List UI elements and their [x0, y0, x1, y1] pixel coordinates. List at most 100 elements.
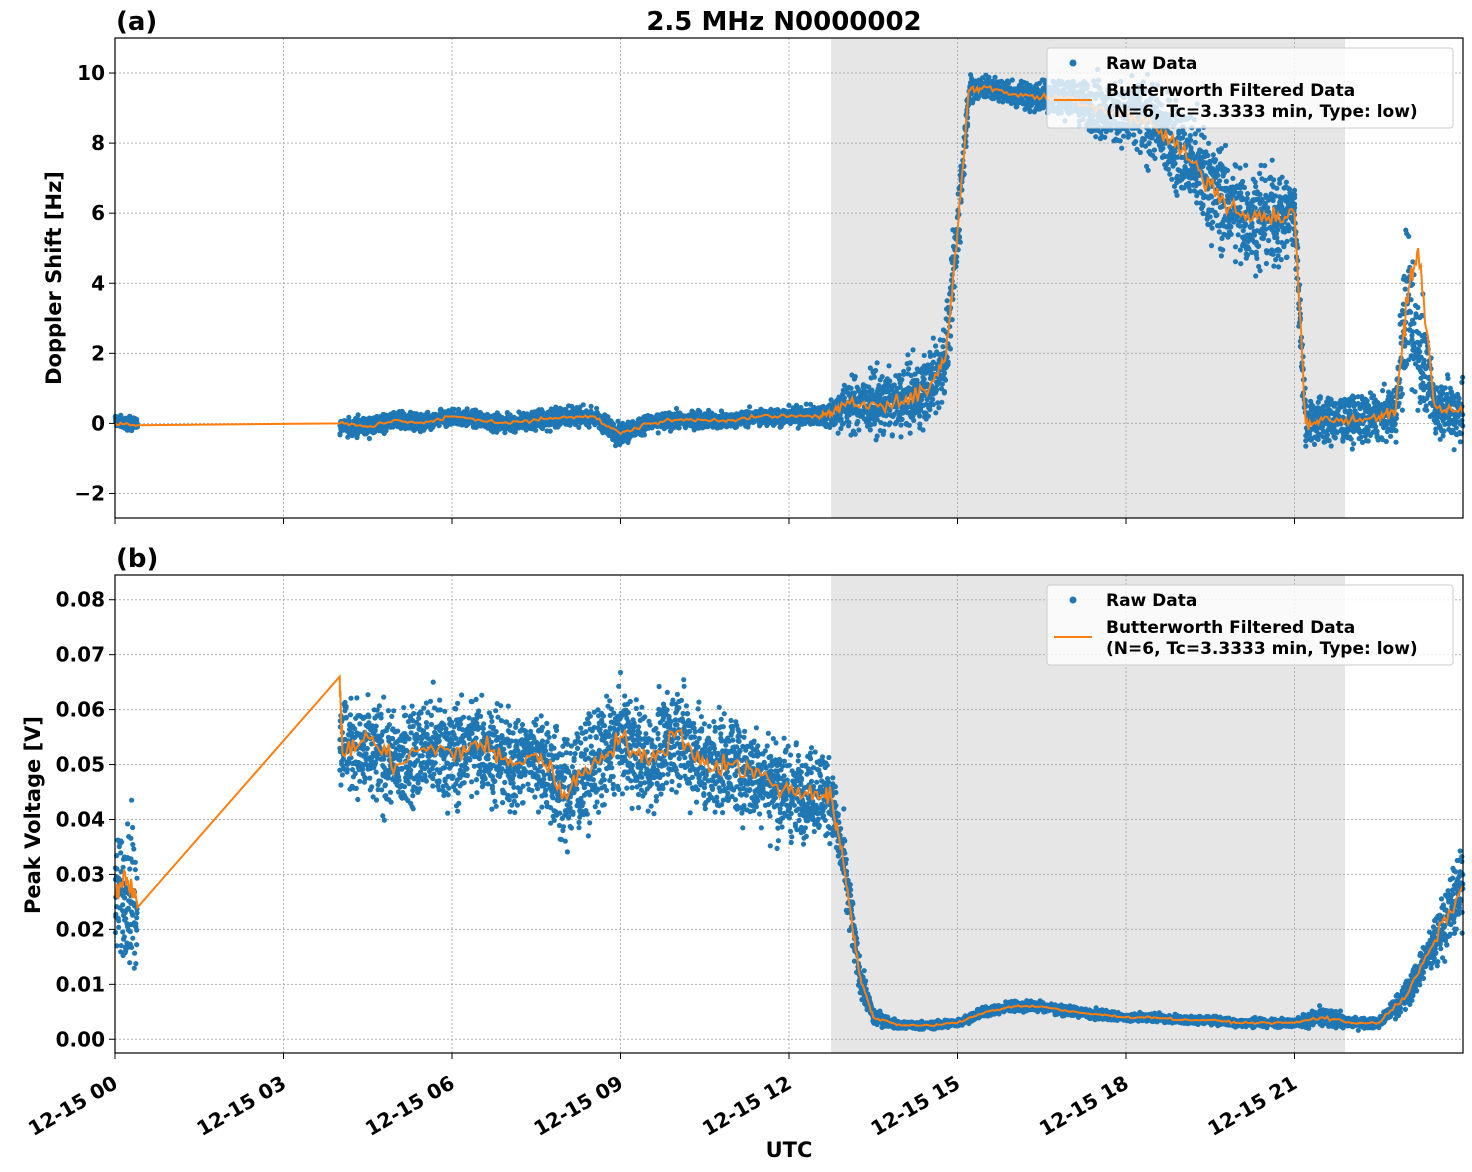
- raw-data-point: [641, 432, 648, 438]
- raw-data-point: [1119, 145, 1125, 151]
- raw-data-point: [1232, 244, 1239, 250]
- raw-data-point: [910, 347, 916, 353]
- raw-data-point: [1237, 204, 1243, 210]
- raw-data-point: [939, 399, 945, 405]
- raw-data-point: [1230, 175, 1236, 181]
- raw-data-point: [898, 422, 904, 428]
- raw-data-point: [1187, 133, 1193, 139]
- raw-data-point: [1210, 152, 1216, 158]
- raw-data-point: [1235, 232, 1241, 238]
- raw-data-point: [841, 395, 848, 401]
- raw-data-point: [1208, 243, 1215, 249]
- raw-data-point: [1222, 142, 1229, 149]
- raw-data-point: [1278, 257, 1284, 263]
- raw-data-point: [906, 422, 912, 428]
- raw-data-point: [1259, 196, 1265, 202]
- raw-data-point: [851, 390, 858, 396]
- raw-data-point: [1133, 139, 1139, 145]
- raw-data-point: [118, 412, 124, 418]
- raw-data-point: [930, 396, 936, 402]
- raw-data-point: [911, 417, 917, 423]
- raw-data-point: [1274, 185, 1280, 191]
- raw-data-point: [871, 421, 878, 427]
- raw-data-point: [1232, 259, 1239, 265]
- raw-data-point: [1214, 212, 1220, 218]
- raw-data-point: [936, 405, 942, 411]
- raw-data-point: [1188, 145, 1194, 151]
- raw-data-point: [1210, 219, 1216, 225]
- raw-data-point: [1244, 195, 1250, 202]
- raw-data-point: [1220, 247, 1226, 253]
- raw-data-point: [1276, 264, 1282, 270]
- raw-data-point: [588, 403, 594, 409]
- raw-data-point: [1174, 192, 1180, 198]
- raw-data-point: [945, 359, 951, 365]
- raw-data-point: [879, 374, 885, 380]
- raw-data-point: [1241, 184, 1247, 191]
- raw-data-point: [1284, 238, 1290, 244]
- raw-data-point: [1284, 254, 1290, 260]
- raw-data-point: [1093, 134, 1099, 140]
- raw-data-point: [899, 377, 905, 383]
- raw-data-point: [1165, 166, 1171, 172]
- raw-data-point: [337, 432, 343, 438]
- raw-data-point: [874, 360, 880, 366]
- raw-data-point: [835, 430, 841, 436]
- raw-data-point: [1257, 268, 1263, 274]
- raw-data-point: [1266, 237, 1272, 244]
- raw-data-point: [907, 360, 913, 366]
- raw-data-point: [1238, 190, 1244, 196]
- raw-data-point: [921, 376, 927, 382]
- raw-data-point: [1209, 225, 1215, 231]
- raw-data-point: [1252, 205, 1258, 211]
- raw-data-point: [905, 352, 911, 358]
- raw-data-point: [856, 427, 862, 433]
- raw-data-point: [886, 363, 892, 369]
- raw-data-point: [925, 413, 932, 419]
- raw-data-point: [1277, 248, 1283, 254]
- raw-data-point: [1215, 172, 1221, 178]
- raw-data-point: [1224, 167, 1231, 173]
- raw-data-point: [1151, 147, 1157, 153]
- raw-data-point: [1228, 224, 1234, 230]
- raw-data-point: [655, 430, 661, 436]
- raw-data-point: [1252, 179, 1258, 185]
- raw-data-point: [1262, 231, 1268, 237]
- raw-data-point: [934, 387, 940, 393]
- raw-data-point: [1240, 178, 1246, 185]
- raw-data-point: [1152, 155, 1158, 161]
- raw-data-point: [1257, 191, 1263, 198]
- raw-data-point: [907, 430, 913, 436]
- raw-data-point: [1226, 199, 1232, 205]
- raw-data-point: [921, 352, 927, 358]
- raw-data-point: [355, 412, 361, 418]
- raw-data-point: [1192, 139, 1198, 146]
- raw-data-point: [1218, 253, 1224, 259]
- raw-data-point: [1223, 178, 1229, 184]
- raw-data-point: [889, 433, 895, 439]
- raw-data-point: [1253, 273, 1259, 279]
- raw-data-point: [933, 410, 939, 416]
- raw-data-point: [917, 413, 923, 419]
- raw-data-point: [899, 416, 905, 422]
- raw-data-point: [1262, 163, 1268, 169]
- raw-data-point: [580, 402, 586, 408]
- raw-data-point: [673, 405, 680, 412]
- raw-data-point: [1212, 157, 1219, 163]
- raw-data-point: [586, 424, 592, 430]
- raw-data-point: [1292, 195, 1298, 201]
- raw-data-point: [1275, 227, 1281, 233]
- raw-data-point: [940, 344, 946, 350]
- raw-data-point: [1216, 229, 1222, 235]
- raw-data-point: [1271, 263, 1277, 269]
- raw-data-point: [942, 377, 949, 383]
- raw-data-point: [1169, 176, 1175, 182]
- raw-data-point: [1283, 179, 1289, 185]
- raw-data-point: [1206, 140, 1212, 146]
- raw-data-point: [920, 427, 926, 433]
- raw-data-point: [848, 385, 854, 391]
- raw-data-point: [940, 337, 947, 343]
- raw-data-point: [366, 435, 372, 442]
